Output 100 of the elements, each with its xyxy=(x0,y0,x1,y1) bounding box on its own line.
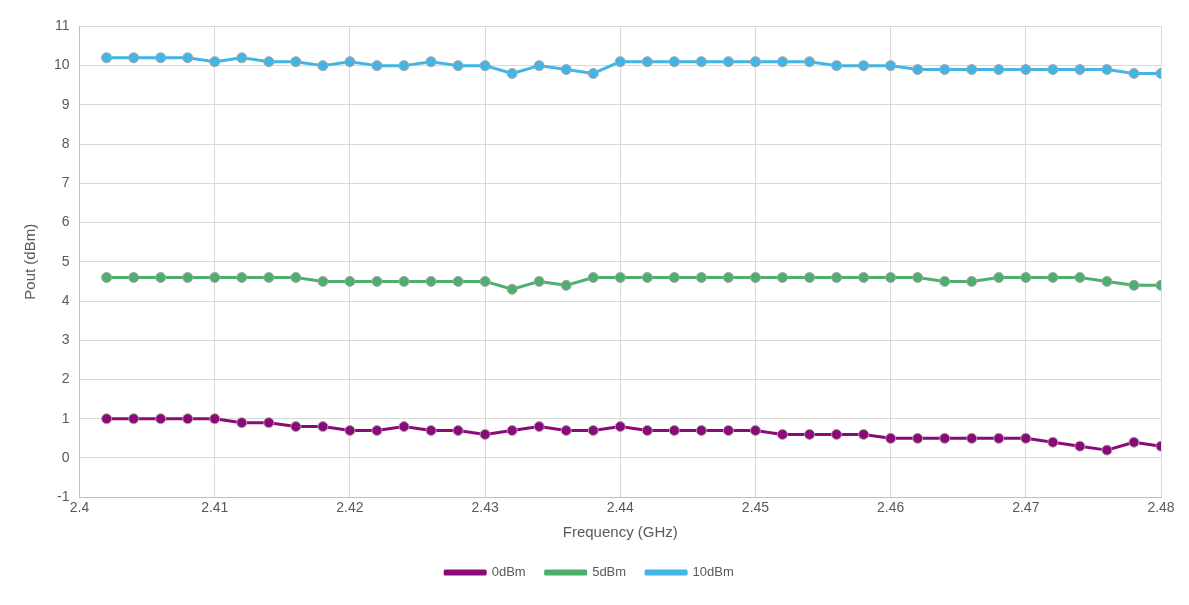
point xyxy=(722,271,734,283)
point xyxy=(1020,271,1032,283)
point xyxy=(425,275,437,287)
point xyxy=(668,271,680,283)
point xyxy=(263,271,275,283)
point xyxy=(804,56,816,68)
point xyxy=(128,271,140,283)
point xyxy=(749,425,761,436)
point xyxy=(1020,432,1032,444)
point xyxy=(398,60,410,72)
point xyxy=(804,428,816,440)
point xyxy=(533,275,545,287)
point xyxy=(831,428,843,440)
point xyxy=(236,417,248,429)
y-tick-label: 1 xyxy=(61,409,70,426)
x-axis-title: Frequency (GHz) xyxy=(562,523,678,541)
y-tick-label: 5 xyxy=(61,252,70,269)
point xyxy=(290,271,302,283)
point xyxy=(263,56,275,68)
point xyxy=(1047,271,1059,283)
point xyxy=(128,413,140,425)
point xyxy=(777,271,788,283)
point xyxy=(155,413,167,425)
point xyxy=(560,425,572,436)
point xyxy=(479,275,491,287)
point xyxy=(1074,440,1086,452)
point xyxy=(749,56,761,68)
point xyxy=(371,60,383,72)
y-tick-label: 2 xyxy=(61,370,70,387)
point xyxy=(182,271,194,283)
x-tick-label: 2.45 xyxy=(741,499,770,516)
point xyxy=(506,283,518,295)
point xyxy=(1074,64,1086,76)
y-tick-label: 9 xyxy=(61,95,70,112)
point xyxy=(371,425,383,436)
point xyxy=(939,275,951,287)
point xyxy=(993,432,1005,444)
x-tick-label: 2.44 xyxy=(606,499,635,516)
point xyxy=(236,271,248,283)
point xyxy=(128,52,140,64)
point xyxy=(993,271,1005,283)
point xyxy=(209,56,221,68)
point xyxy=(1074,271,1086,283)
point xyxy=(452,60,464,72)
point xyxy=(317,60,329,72)
point xyxy=(858,60,870,72)
point xyxy=(344,56,356,68)
x-tick-label: 2.46 xyxy=(877,499,905,516)
point xyxy=(101,271,113,283)
y-tick-label: -1 xyxy=(57,488,70,505)
point xyxy=(804,271,816,283)
point xyxy=(668,56,680,68)
point xyxy=(290,56,302,68)
point xyxy=(506,425,518,436)
point xyxy=(858,428,870,440)
point xyxy=(425,56,437,68)
x-tick-label: 2.47 xyxy=(1012,499,1040,516)
point xyxy=(371,275,383,287)
y-tick-label: 11 xyxy=(55,17,70,34)
point xyxy=(777,428,788,440)
point xyxy=(560,64,572,76)
point xyxy=(155,271,167,283)
point xyxy=(290,421,302,433)
x-tick-label: 2.42 xyxy=(336,499,364,516)
point xyxy=(587,425,599,436)
y-tick-label: 10 xyxy=(53,56,70,73)
point xyxy=(749,271,761,283)
point xyxy=(641,271,653,283)
point xyxy=(182,413,194,425)
point xyxy=(209,413,221,425)
point xyxy=(209,271,221,283)
x-tick-label: 2.48 xyxy=(1147,499,1175,516)
legend-label: 5dBm xyxy=(592,564,627,580)
y-tick-label: 0 xyxy=(61,448,70,465)
point xyxy=(155,52,167,64)
point xyxy=(695,56,707,68)
point xyxy=(452,425,464,436)
point xyxy=(1128,67,1140,79)
point xyxy=(533,60,545,72)
point xyxy=(587,67,599,79)
legend-label: 10dBm xyxy=(692,564,734,580)
point xyxy=(614,271,626,283)
point xyxy=(993,64,1005,76)
point xyxy=(695,271,707,283)
point xyxy=(966,275,978,287)
point xyxy=(695,425,707,436)
y-tick-label: 6 xyxy=(61,213,70,230)
point xyxy=(1020,64,1032,76)
point xyxy=(858,271,870,283)
point xyxy=(317,421,329,433)
point xyxy=(425,425,437,436)
point xyxy=(966,432,978,444)
point xyxy=(641,56,653,68)
point xyxy=(831,60,843,72)
point xyxy=(479,428,491,440)
point xyxy=(533,421,545,433)
point xyxy=(236,52,248,64)
point xyxy=(831,271,843,283)
point xyxy=(1128,279,1140,291)
x-tick-label: 2.4 xyxy=(69,499,90,516)
